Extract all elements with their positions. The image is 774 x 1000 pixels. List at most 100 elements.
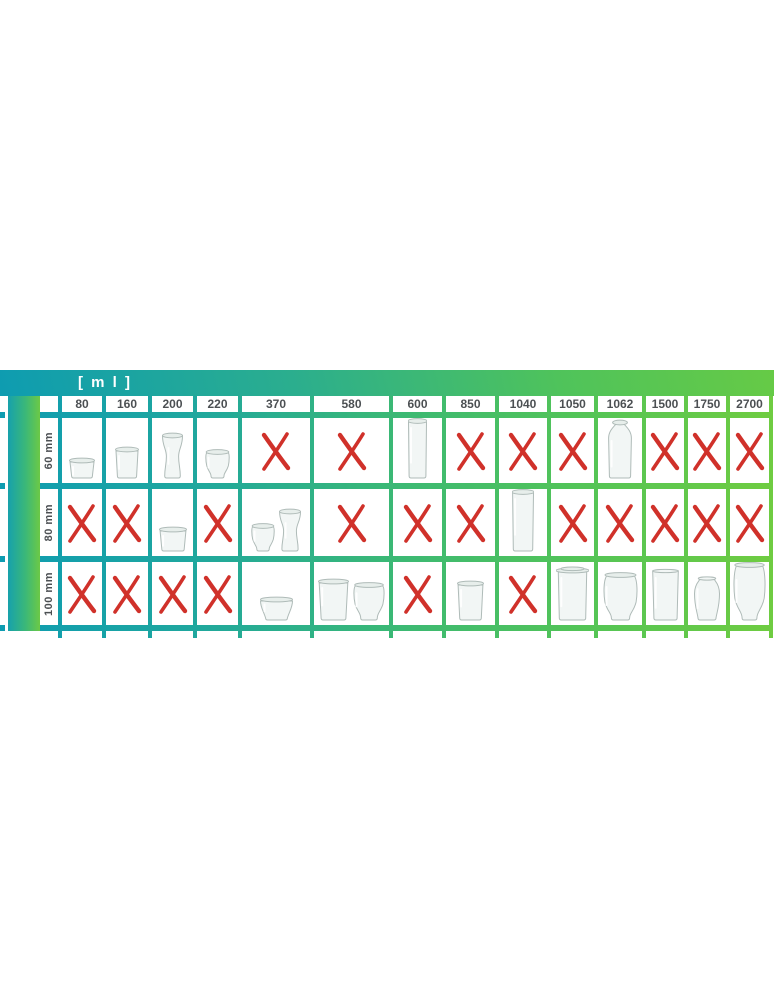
column-tail-gap [393,631,442,638]
cell-100mm-200ml [152,562,193,625]
cell-100mm-220ml [197,562,238,625]
column-header-200ml: 200 [152,396,193,412]
not-available-x-icon [508,431,538,471]
column-header-220ml: 220 [197,396,238,412]
row-header-label: 100 mm [43,571,55,616]
left-gradient-bar [8,396,40,631]
cell-80mm-220ml [197,489,238,556]
mold-jar-squat-jar-icon [69,457,95,479]
gradient-bar-tail-gap [8,631,40,638]
row-header-tail [40,631,58,638]
mold-jar-jar-icon [457,580,484,621]
cell-80mm-80ml [62,489,102,556]
not-available-x-icon [203,503,232,543]
not-available-x-icon [650,431,680,471]
slim-cylinder-jar-icon [408,418,427,479]
cell-60mm-1750ml [688,418,726,483]
column-tail-gap [152,631,193,638]
cell-60mm-200ml [152,418,193,483]
tulip-large-jar-icon [733,562,766,621]
volume-header-bar: [ m l ] [0,370,774,396]
row-header-label: 80 mm [43,503,55,542]
column-header-850ml: 850 [446,396,495,412]
cell-60mm-1040ml [499,418,547,483]
not-available-x-icon [158,574,187,614]
left-edge-stub-gap [0,631,5,638]
cell-100mm-1062ml [598,562,642,625]
column-tail-gap [499,631,547,638]
row-header-100mm: 100 mm [40,562,58,625]
slim-cylinder-jar-icon [512,489,534,552]
tulip-jar-jar-icon [603,572,637,621]
cell-100mm-1750ml [688,562,726,625]
row-header-80mm: 80 mm [40,489,58,556]
not-available-x-icon [261,431,291,471]
cell-80mm-850ml [446,489,495,556]
not-available-x-icon [605,503,635,543]
column-header-600ml: 600 [393,396,442,412]
mold-jar-squat-jar-icon [158,526,187,552]
column-header-80ml: 80 [62,396,102,412]
not-available-x-icon [558,431,587,471]
cell-80mm-370ml [242,489,310,556]
not-available-x-icon [735,503,764,543]
cell-60mm-850ml [446,418,495,483]
cell-100mm-160ml [106,562,148,625]
not-available-x-icon [735,431,764,471]
cell-100mm-80ml [62,562,102,625]
left-edge-stub-gap [0,418,5,483]
column-tail-gap [730,631,769,638]
cell-80mm-600ml [393,489,442,556]
cell-100mm-850ml [446,562,495,625]
cell-100mm-1500ml [646,562,684,625]
mold-jar-jar-icon [318,578,349,621]
not-available-x-icon [112,503,142,543]
not-available-x-icon [558,503,587,543]
not-available-x-icon [456,503,485,543]
column-tail-gap [446,631,495,638]
cell-60mm-370ml [242,418,310,483]
not-available-x-icon [337,431,366,471]
column-tail-gap [197,631,238,638]
column-header-2700ml: 2700 [730,396,769,412]
cell-60mm-220ml [197,418,238,483]
volume-unit-label: [ m l ] [78,374,132,391]
cell-80mm-1040ml [499,489,547,556]
column-header-370ml: 370 [242,396,310,412]
row-header-60mm: 60 mm [40,418,58,483]
juice-glass-jar-icon [162,432,183,479]
column-tail-gap [598,631,642,638]
rim-cylinder-jar-icon [556,566,589,621]
juice-bottle-jar-icon [608,419,632,479]
column-tail-gap [551,631,594,638]
cell-100mm-1040ml [499,562,547,625]
not-available-x-icon [456,431,485,471]
cell-100mm-1050ml [551,562,594,625]
cell-100mm-600ml [393,562,442,625]
cell-80mm-1050ml [551,489,594,556]
tulip-cup-jar-icon [353,582,385,621]
column-header-1750ml: 1750 [688,396,726,412]
not-available-x-icon [403,503,432,543]
row-header-corner [40,396,58,412]
cell-60mm-80ml [62,418,102,483]
cell-80mm-1062ml [598,489,642,556]
cell-80mm-160ml [106,489,148,556]
cell-60mm-1062ml [598,418,642,483]
cell-80mm-200ml [152,489,193,556]
bowl-jar-jar-icon [259,596,293,621]
tulip-cup-jar-icon [205,449,230,479]
not-available-x-icon [203,574,232,614]
juice-glass-jar-icon [279,508,301,552]
cell-60mm-1500ml [646,418,684,483]
cell-100mm-580ml [314,562,389,625]
cell-80mm-1500ml [646,489,684,556]
not-available-x-icon [403,574,432,614]
column-header-160ml: 160 [106,396,148,412]
cell-100mm-2700ml [730,562,769,625]
row-header-label: 60 mm [43,431,55,470]
not-available-x-icon [67,574,97,614]
column-tail-gap [242,631,310,638]
jar-size-table: 60 mm 80 mm 100 mm 80 160 200 220 370 580 600 850 1… [0,396,773,638]
